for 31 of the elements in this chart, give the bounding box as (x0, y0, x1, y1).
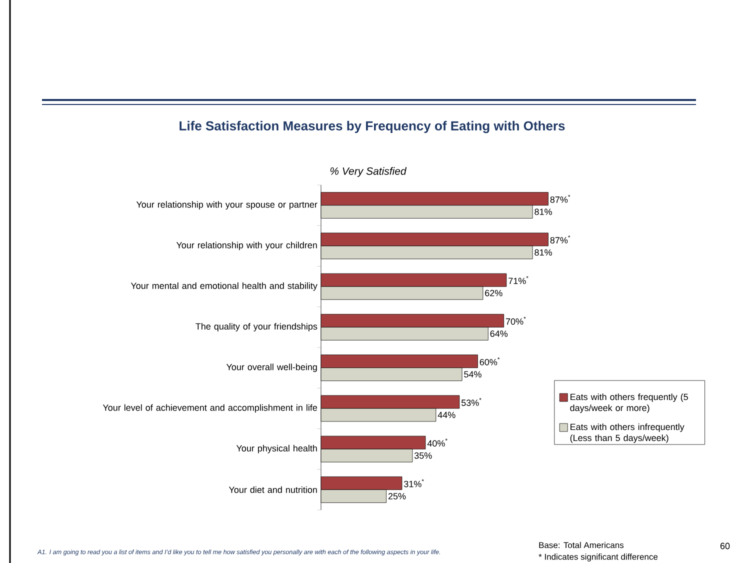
data-label: 87%$^{*}$ (550, 194, 570, 203)
data-label: 60%$^{*}$ (480, 357, 500, 366)
data-label: 53%$^{*}$ (461, 398, 482, 406)
y-tick-label: The quality of your friendships (196, 322, 318, 332)
text: Base: Total Americans (539, 542, 624, 548)
chart-title: Life Satisfaction Measures by Frequency of Eating with Others (180, 120, 565, 134)
legend-label: Eats with others infrequently (Less than 5 days/week) (570, 423, 684, 443)
text: 60 (720, 542, 730, 550)
y-tick-label: Your physical health (236, 444, 317, 454)
data-label: 44% (438, 412, 456, 418)
y-tick-label: Your overall well-being (226, 364, 317, 372)
y-tick-label: Your relationship with your children (176, 242, 317, 250)
data-label: 81% (534, 249, 552, 256)
y-tick-label: Your relationship with your spouse or partner (136, 201, 318, 210)
data-label: 87%$^{*}$ (550, 235, 570, 244)
data-label: 71%$^{*}$ (508, 276, 528, 284)
data-label: 81% (534, 208, 552, 216)
data-label: 40%$^{*}$ (427, 438, 448, 447)
data-label: 54% (464, 371, 482, 378)
data-label: 25% (388, 493, 406, 500)
y-tick-label: Your mental and emotional health and stability (130, 282, 318, 291)
legend-label: Eats with others frequently (5 days/week or more) (570, 393, 688, 413)
data-label: 35% (414, 452, 432, 459)
y-tick-label: Your level of achievement and accomplishment in life (102, 404, 318, 413)
y-tick-label: Your diet and nutrition (228, 486, 317, 494)
data-label: 31%$^{*}$ (404, 479, 424, 488)
data-label: 70%$^{*}$ (506, 316, 526, 325)
text: * Indicates significant difference (538, 554, 658, 562)
data-label: 62% (485, 290, 502, 296)
chart-subtitle: % Very Satisfied (330, 167, 407, 177)
data-label: 64% (490, 330, 508, 337)
